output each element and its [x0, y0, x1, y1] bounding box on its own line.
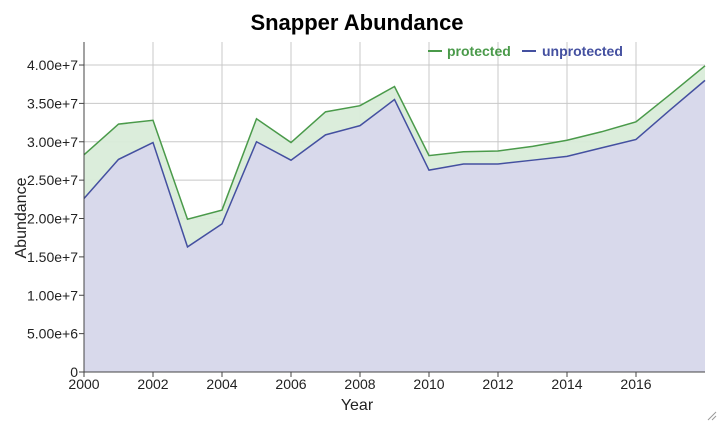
x-tick-label: 2008 — [344, 376, 375, 392]
y-tick-label: 3.00e+7 — [27, 134, 78, 150]
line-unprotected — [83, 79, 706, 249]
x-axis-label: Year — [341, 397, 374, 414]
x-tick-label: 2016 — [620, 376, 651, 392]
x-tick-label: 2004 — [206, 376, 237, 392]
line-protected — [83, 65, 706, 221]
y-tick-label: 1.50e+7 — [27, 249, 78, 265]
y-tick-label: 2.00e+7 — [27, 211, 78, 227]
y-tick-label: 2.50e+7 — [27, 172, 78, 188]
x-tick-label: 2012 — [482, 376, 513, 392]
x-tick-label: 2014 — [551, 376, 582, 392]
plot-area: 0 5.00e+6 1.00e+7 1.50e+7 2.00e+7 2.50e+7 3.00… — [27, 42, 706, 392]
legend-label-protected: protected — [447, 43, 511, 59]
x-tick-label: 2002 — [137, 376, 168, 392]
chart-title: Snapper Abundance — [250, 10, 463, 35]
legend: protected unprotected — [428, 43, 623, 59]
y-tick-label: 1.00e+7 — [27, 287, 78, 303]
legend-label-unprotected: unprotected — [542, 43, 623, 59]
x-tick-label: 2010 — [413, 376, 444, 392]
y-axis-label: Abundance — [13, 177, 30, 258]
y-tick-label: 3.50e+7 — [27, 95, 78, 111]
resize-handle-icon[interactable] — [705, 409, 717, 421]
x-tick-label: 2000 — [68, 376, 99, 392]
y-tick-label: 4.00e+7 — [27, 57, 78, 73]
y-tick-label: 0 — [70, 364, 78, 380]
y-tick-label: 5.00e+6 — [27, 326, 78, 342]
area-unprotected — [84, 80, 705, 372]
x-tick-label: 2006 — [275, 376, 306, 392]
